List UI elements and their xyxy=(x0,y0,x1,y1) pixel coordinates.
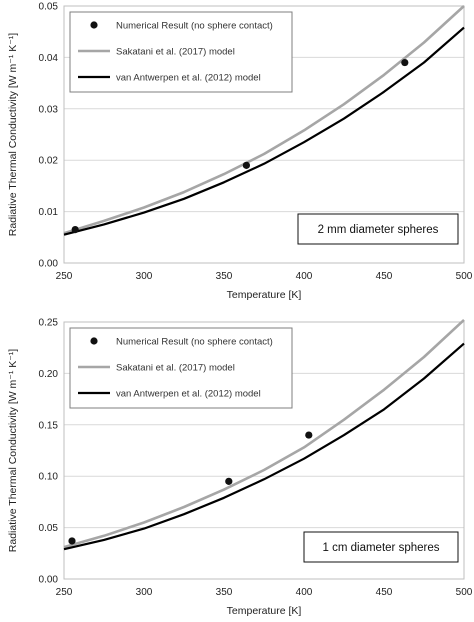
annotation-label: 1 cm diameter spheres xyxy=(323,542,440,554)
x-tick-label: 450 xyxy=(376,271,393,282)
series-line-sakatani-1 xyxy=(63,318,465,549)
x-tick-label: 250 xyxy=(56,587,73,598)
y-tick-label: 0.04 xyxy=(39,53,59,64)
y-tick-label: 0.10 xyxy=(39,472,59,483)
legend-label: van Antwerpen et al. (2012) model xyxy=(116,389,261,400)
y-tick-label: 0.05 xyxy=(39,2,59,13)
y-tick-label: 0.02 xyxy=(39,156,59,167)
x-axis-label: Temperature [K] xyxy=(227,289,302,301)
data-point xyxy=(71,225,79,234)
y-tick-label: 0.00 xyxy=(39,259,59,270)
plot-area xyxy=(63,321,465,580)
data-point xyxy=(225,477,233,485)
y-axis-label: Radiative Thermal Conductivity [W m⁻¹ K⁻… xyxy=(7,33,19,237)
data-point xyxy=(242,161,250,169)
legend-label: Numerical Result (no sphere contact) xyxy=(116,337,273,348)
x-tick-label: 250 xyxy=(56,271,73,282)
plot-area xyxy=(63,5,465,264)
series-line-sakatani-1 xyxy=(63,5,465,235)
x-tick-label: 500 xyxy=(456,587,473,598)
y-tick-label: 0.05 xyxy=(39,523,59,534)
x-axis-label: Temperature [K] xyxy=(227,605,302,617)
legend-marker xyxy=(90,21,98,29)
x-tick-label: 300 xyxy=(136,587,153,598)
y-tick-label: 0.03 xyxy=(39,104,59,115)
x-tick-label: 300 xyxy=(136,271,153,282)
y-tick-label: 0.01 xyxy=(39,207,59,218)
legend-label: Sakatani et al. (2017) model xyxy=(116,363,235,374)
y-tick-label: 0.25 xyxy=(39,318,59,329)
annotation-box xyxy=(303,531,459,563)
x-tick-label: 350 xyxy=(216,271,233,282)
y-tick-label: 0.20 xyxy=(39,369,59,380)
series-line-van-2 xyxy=(63,342,465,551)
data-point xyxy=(401,58,409,67)
legend-label: Numerical Result (no sphere contact) xyxy=(116,21,273,32)
x-tick-label: 450 xyxy=(376,587,393,598)
x-tick-label: 500 xyxy=(456,271,473,282)
data-point xyxy=(68,537,76,545)
legend-label: Sakatani et al. (2017) model xyxy=(116,47,235,58)
legend-marker xyxy=(90,337,98,345)
series-line-van-2 xyxy=(63,26,465,236)
legend-label: van Antwerpen et al. (2012) model xyxy=(116,73,261,84)
x-tick-label: 400 xyxy=(296,587,313,598)
x-tick-label: 350 xyxy=(216,587,233,598)
annotation-box xyxy=(297,213,459,245)
x-tick-label: 400 xyxy=(296,271,313,282)
annotation-label: 2 mm diameter spheres xyxy=(318,224,439,236)
y-tick-label: 0.15 xyxy=(39,420,59,431)
y-tick-label: 0.00 xyxy=(39,575,59,586)
data-point xyxy=(305,431,313,439)
y-axis-label: Radiative Thermal Conductivity [W m⁻¹ K⁻… xyxy=(7,349,19,553)
